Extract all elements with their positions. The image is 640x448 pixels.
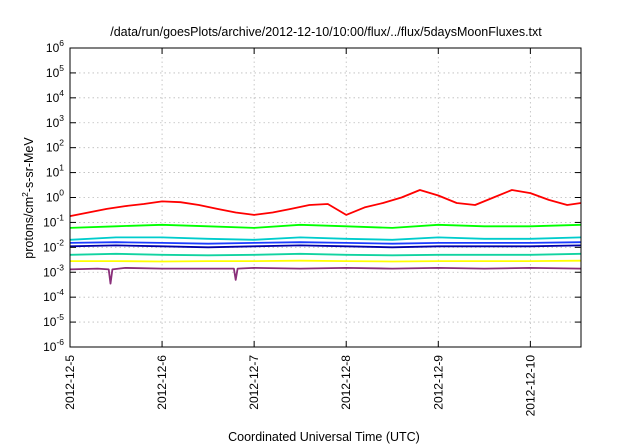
y-axis-label-prefix: protons/cm [22,197,36,259]
y-tick-label: 10-5 [43,312,64,329]
y-tick-label: 10-2 [43,237,64,254]
y-axis-ticks: 10-6 10-5 10-4 10-3 10-2 10-1 100 101 102 103 104 1… [43,38,581,354]
series-line-6 [69,252,582,257]
grid [70,48,581,347]
y-axis-label: protons/cm2-s-sr-MeV [20,137,36,259]
series-line-7 [70,259,582,263]
x-axis-ticks: 2012-12-5 2012-12-6 2012-12-7 2012-12-8 2012… [63,48,537,416]
x-tick-label: 2012-12-9 [431,355,445,410]
y-tick-label: 106 [46,38,64,55]
series-line-2 [69,223,582,229]
series-line-4 [69,241,582,245]
x-tick-label: 2012-12-10 [523,355,537,417]
y-tick-label: 102 [46,138,64,155]
series-line-5 [69,244,582,249]
chart-title: /data/run/goesPlots/archive/2012-12-10/1… [110,25,542,39]
x-tick-label: 2012-12-7 [247,355,261,410]
x-axis-label: Coordinated Universal Time (UTC) [228,430,420,444]
series-line-1 [69,189,582,217]
x-tick-label: 2012-12-5 [63,355,77,410]
y-tick-label: 105 [46,63,64,80]
x-tick-label: 2012-12-8 [339,355,353,410]
series-lines [69,189,582,285]
y-tick-label: 103 [46,113,64,130]
y-tick-label: 100 [46,188,64,205]
y-tick-label: 10-4 [43,287,64,304]
y-tick-label: 10-1 [43,212,64,229]
y-axis-label-sup: 2 [20,192,30,197]
y-axis-label-suffix: -s-sr-MeV [22,137,36,193]
y-tick-label: 101 [46,163,64,180]
x-tick-label: 2012-12-6 [155,355,169,410]
series-line-3 [69,236,582,241]
y-tick-label: 104 [46,88,64,105]
y-tick-label: 10-3 [43,262,64,279]
series-line-8 [69,266,582,285]
y-tick-label: 10-6 [43,337,64,354]
